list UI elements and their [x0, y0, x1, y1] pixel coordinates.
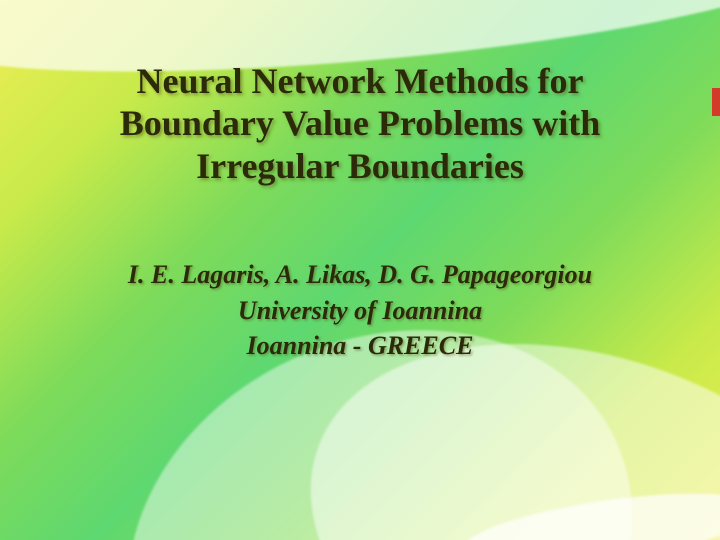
slide-content: Neural Network Methods for Boundary Valu… [0, 0, 720, 540]
slide-title: Neural Network Methods for Boundary Valu… [60, 60, 660, 187]
location-line: Ioannina - GREECE [60, 328, 660, 363]
authors-line: I. E. Lagaris, A. Likas, D. G. Papageorg… [60, 257, 660, 292]
slide: Neural Network Methods for Boundary Valu… [0, 0, 720, 540]
affiliation-line: University of Ioannina [60, 293, 660, 328]
